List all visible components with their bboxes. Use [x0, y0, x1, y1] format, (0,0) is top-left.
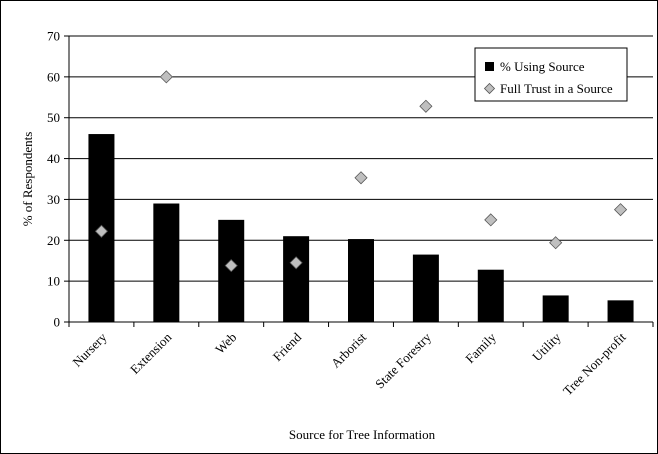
bar-series: [88, 134, 634, 322]
y-tick-label-4: 40: [47, 151, 60, 166]
y-axis-title: % of Respondents: [20, 132, 35, 227]
x-tick-label-3: Web: [212, 330, 239, 357]
y-tick-label-7: 70: [47, 29, 60, 44]
trust-marker-8: [549, 236, 563, 250]
y-tick-label-1: 10: [47, 274, 60, 289]
y-tick-label-6: 60: [47, 69, 60, 84]
legend: % Using Source Full Trust in a Source: [474, 47, 628, 102]
legend-bar-swatch: [485, 62, 494, 71]
legend-box: [474, 47, 628, 102]
trust-marker-2: [159, 70, 173, 84]
x-tick-label-7: Family: [462, 329, 499, 366]
x-tick-label-1: Nursery: [69, 329, 110, 370]
x-tick-label-4: Friend: [270, 329, 305, 364]
bar-4: [283, 236, 310, 322]
trust-marker-1: [94, 224, 109, 238]
y-tick-label-2: 20: [47, 233, 60, 248]
legend-label-full-trust: Full Trust in a Source: [500, 81, 613, 96]
x-tick-label-5: Arborist: [328, 329, 370, 371]
trust-marker-6: [419, 99, 433, 113]
x-tick-label-6: State Forestry: [372, 329, 434, 391]
trust-marker-3: [224, 259, 238, 273]
y-tick-label-0: 0: [54, 315, 61, 330]
legend-label-using-source: % Using Source: [500, 59, 585, 74]
x-axis-title: Source for Tree Information: [289, 427, 436, 442]
trust-marker-4: [289, 256, 303, 270]
trust-marker-7: [484, 213, 498, 227]
x-tick-label-9: Tree Non-profit: [560, 329, 629, 398]
y-tick-labels: 0 10 20 30 40 50 60 70: [47, 29, 60, 330]
bar-8: [542, 295, 569, 322]
x-tick-label-2: Extension: [127, 329, 175, 377]
bar-5: [348, 239, 374, 322]
trust-marker-5: [354, 171, 368, 185]
bar-9: [607, 300, 634, 322]
x-tick-label-8: Utility: [529, 329, 564, 364]
trust-marker-9: [613, 203, 628, 217]
y-tick-label-3: 30: [47, 192, 60, 207]
y-tick-label-5: 50: [47, 110, 60, 125]
marker-series: [94, 70, 628, 273]
x-tick-labels: Nursery Extension Web Friend Arborist State F…: [69, 329, 629, 398]
legend-marker-swatch: [483, 82, 496, 95]
bar-2: [153, 203, 180, 322]
axes: [64, 35, 654, 327]
bar-7: [477, 269, 504, 322]
bar-6: [412, 254, 439, 322]
